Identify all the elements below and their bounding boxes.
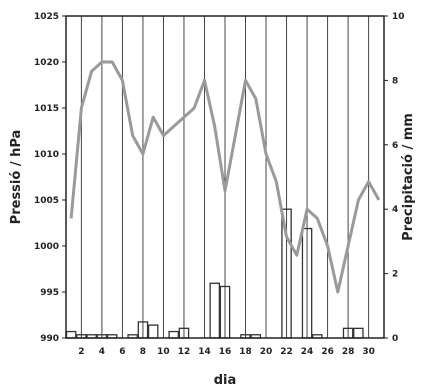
plot-frame [65, 15, 385, 339]
y-right-tick-label: 2 [392, 270, 398, 280]
precip-bar [168, 330, 179, 339]
x-axis-label: dia [214, 373, 237, 388]
y-right-tick-label: 4 [392, 205, 398, 215]
y-right-tick-label: 8 [392, 76, 398, 86]
x-tick-label: 14 [198, 347, 211, 357]
pressure-line [69, 60, 381, 294]
y-left-tick-label: 995 [40, 288, 59, 298]
x-tick-label: 16 [219, 347, 232, 357]
y-left-tick-label: 1005 [34, 196, 59, 206]
y-left-tick-label: 1025 [34, 12, 59, 22]
x-tick-label: 18 [239, 347, 252, 357]
x-tick-label: 20 [260, 347, 273, 357]
y-axis-left-ticks: 990 995 1000 1005 1010 1015 1020 1025 [34, 12, 66, 344]
x-tick-label: 24 [301, 347, 314, 357]
y-axis-right-label: Precipitació / mm [401, 113, 416, 241]
x-tick-label: 2 [78, 347, 84, 357]
precip-bar [209, 282, 221, 339]
x-tick-label: 12 [178, 347, 191, 357]
x-tick-label: 26 [321, 347, 334, 357]
y-axis-right-ticks: 0 2 4 6 8 10 [384, 12, 405, 344]
x-tick-label: 22 [280, 347, 293, 357]
grid-lines [80, 16, 370, 338]
precipitation-bars [65, 208, 364, 339]
pressure-series [69, 60, 381, 294]
y-right-tick-label: 10 [392, 12, 405, 22]
y-right-tick-label: 0 [392, 334, 398, 344]
y-left-tick-label: 990 [40, 334, 59, 344]
x-tick-label: 6 [119, 347, 125, 357]
y-right-tick-label: 6 [392, 141, 398, 151]
precip-bar [65, 330, 77, 339]
y-left-tick-label: 1015 [34, 104, 59, 114]
precip-bar [147, 324, 159, 339]
x-tick-label: 8 [140, 347, 146, 357]
x-axis-ticks: 2 4 6 8 10 12 14 16 18 20 22 24 26 28 30 [78, 347, 375, 357]
y-axis-left-label: Pressió / hPa [9, 130, 24, 225]
precip-bar [353, 327, 364, 339]
x-tick-label: 28 [342, 347, 355, 357]
x-tick-label: 30 [362, 347, 375, 357]
y-left-tick-label: 1010 [34, 150, 59, 160]
y-left-tick-label: 1020 [34, 58, 59, 68]
y-left-tick-label: 1000 [34, 242, 59, 252]
x-tick-label: 10 [157, 347, 170, 357]
x-tick-label: 4 [99, 347, 105, 357]
